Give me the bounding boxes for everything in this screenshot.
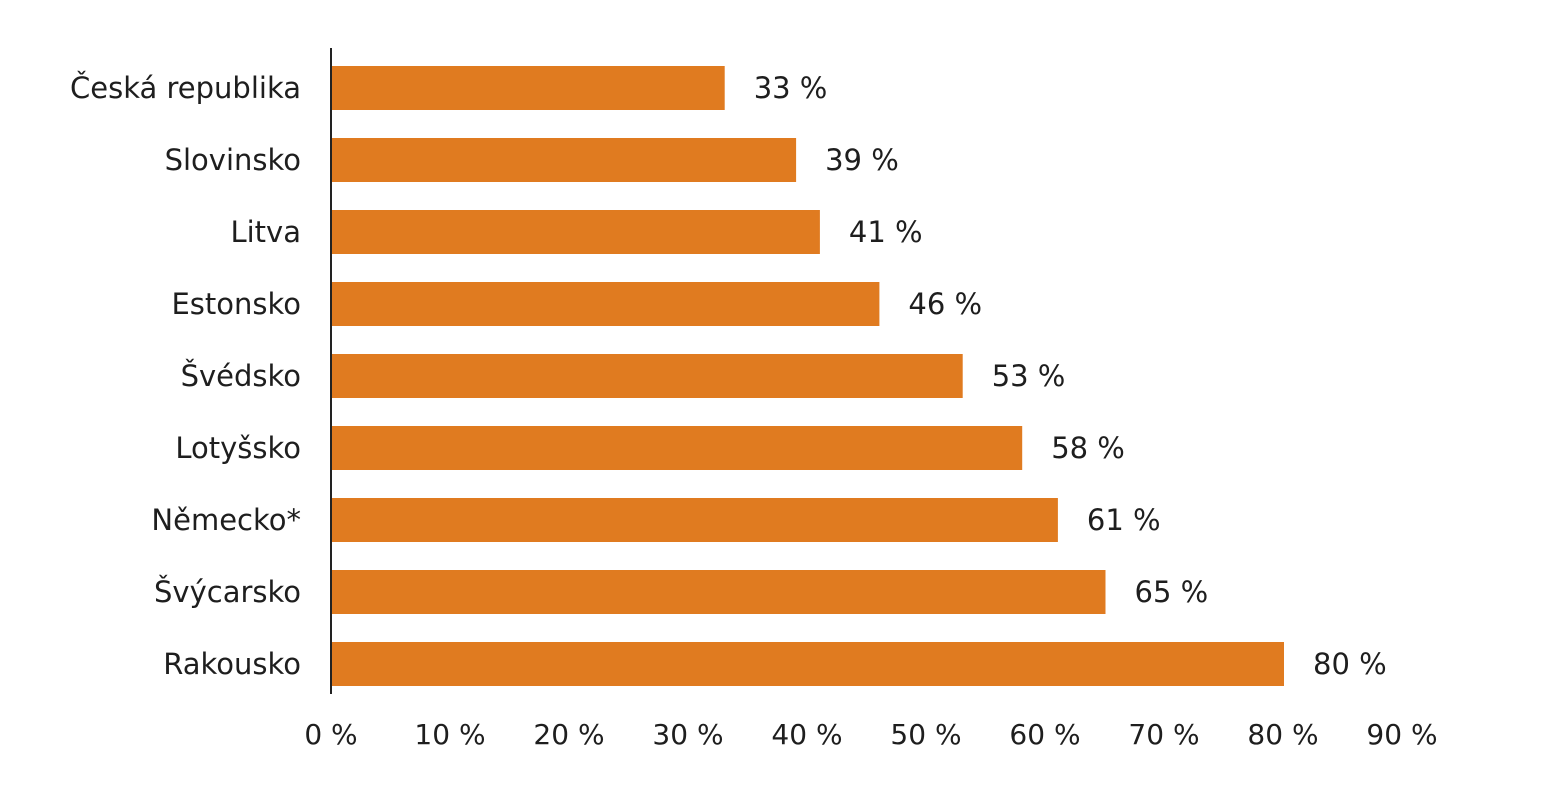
x-tick-label-90: 90 % [1366, 718, 1437, 751]
bar-litva [332, 210, 820, 254]
value-label-rakousko: 80 % [1313, 647, 1387, 681]
value-label-litva: 41 % [849, 215, 923, 249]
x-tick-label-40: 40 % [771, 718, 842, 751]
x-axis-ticks-group: 0 % 10 % 20 % 30 % 40 % 50 % 60 % 70 % 80 % 90 % [304, 718, 1437, 751]
category-label-estonsko: Estonsko [171, 287, 301, 321]
bar-svycarsko [332, 570, 1106, 614]
category-label-ceska-republika: Česká republika [70, 71, 301, 105]
bar-slovinsko [332, 138, 797, 182]
value-label-nemecko: 61 % [1087, 503, 1161, 537]
value-label-svycarsko: 65 % [1135, 575, 1209, 609]
bar-lotyssko [332, 426, 1023, 470]
value-label-lotyssko: 58 % [1051, 431, 1125, 465]
bar-estonsko [332, 282, 880, 326]
value-label-svedsko: 53 % [992, 359, 1066, 393]
category-labels-group: Česká republika Slovinsko Litva Estonsko Švé… [70, 71, 301, 681]
bar-nemecko [332, 498, 1058, 542]
category-label-nemecko: Německo* [151, 503, 301, 537]
bar-ceska-republika [332, 66, 725, 110]
category-label-litva: Litva [230, 215, 301, 249]
x-tick-label-20: 20 % [533, 718, 604, 751]
x-tick-label-30: 30 % [652, 718, 723, 751]
bars-group [332, 66, 1284, 686]
bar-svedsko [332, 354, 963, 398]
value-label-estonsko: 46 % [908, 287, 982, 321]
value-label-ceska-republika: 33 % [754, 71, 828, 105]
x-tick-label-80: 80 % [1247, 718, 1318, 751]
bar-rakousko [332, 642, 1284, 686]
category-label-slovinsko: Slovinsko [165, 143, 301, 177]
x-tick-label-10: 10 % [414, 718, 485, 751]
category-label-lotyssko: Lotyšsko [175, 431, 301, 465]
x-tick-label-0: 0 % [304, 718, 357, 751]
x-tick-label-60: 60 % [1009, 718, 1080, 751]
x-tick-label-70: 70 % [1128, 718, 1199, 751]
category-label-rakousko: Rakousko [163, 647, 301, 681]
value-labels-group: 33 % 39 % 41 % 46 % 53 % 58 % 61 % 65 % 80 % [754, 71, 1387, 681]
category-label-svedsko: Švédsko [181, 359, 301, 393]
x-tick-label-50: 50 % [890, 718, 961, 751]
value-label-slovinsko: 39 % [825, 143, 899, 177]
category-label-svycarsko: Švýcarsko [154, 575, 301, 609]
